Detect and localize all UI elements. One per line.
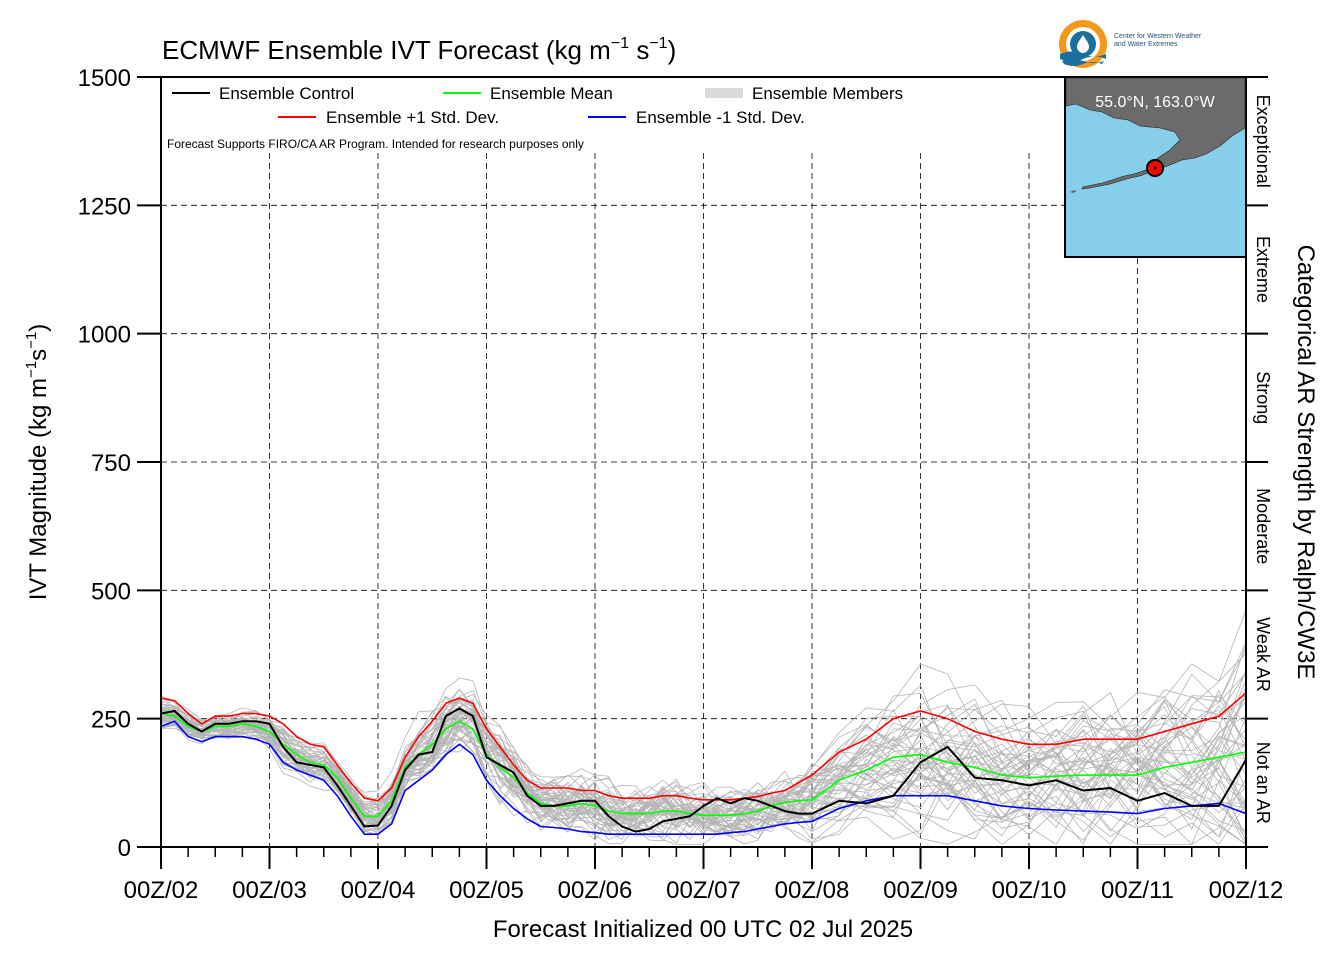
series-line-ensemble-1-std-dev xyxy=(161,692,1246,802)
x-tick-label: 00Z/02 xyxy=(124,877,199,904)
x-tick-label: 00Z/07 xyxy=(666,877,741,904)
category-label: Not an AR xyxy=(1253,742,1273,824)
ensemble-member-line xyxy=(161,698,1246,845)
cw3e-logo-text: Center for Western Weather and Water Ext… xyxy=(1114,33,1201,49)
x-tick-label: 00Z/06 xyxy=(558,877,633,904)
ensemble-member-line xyxy=(161,685,1246,844)
x-tick-label: 00Z/09 xyxy=(883,877,958,904)
cw3e-logo-icon xyxy=(1059,20,1107,68)
chart-title: ECMWF Ensemble IVT Forecast (kg m−1 s−1) xyxy=(162,35,676,65)
legend-label-members: Ensemble Members xyxy=(752,84,903,103)
category-axis: Not an AR Weak AR Moderate Strong Extreme Exc… xyxy=(1245,76,1273,848)
title-mid: s xyxy=(629,35,649,65)
ylabel-sup2: −1 xyxy=(23,332,40,349)
y-tick-label: 1500 xyxy=(78,65,131,92)
ensemble-member-line xyxy=(161,693,1246,837)
x-tick-label: 00Z/03 xyxy=(232,877,307,904)
y-tick-label: 1250 xyxy=(78,193,131,220)
legend-label-control: Ensemble Control xyxy=(219,84,354,103)
ylabel-end: ) xyxy=(25,324,52,332)
series-line-ensemble-mean xyxy=(161,712,1246,818)
ylabel-sup1: −1 xyxy=(23,361,40,378)
ylabel-main: IVT Magnitude (kg m xyxy=(25,378,52,600)
x-axis: 00Z/02 00Z/03 00Z/04 00Z/05 00Z/06 00Z/07 00Z/… xyxy=(124,847,1284,904)
title-main: ECMWF Ensemble IVT Forecast (kg m xyxy=(162,35,611,65)
logo-line-1: Center for Western Weather xyxy=(1114,33,1202,40)
category-label: Weak AR xyxy=(1253,617,1273,692)
x-tick-label: 00Z/11 xyxy=(1101,877,1174,904)
category-label: Exceptional xyxy=(1253,95,1273,188)
ylabel-mid: s xyxy=(25,349,52,361)
location-marker-dot xyxy=(1153,166,1157,170)
title-sup1: −1 xyxy=(611,35,629,52)
research-note: Forecast Supports FIRO/CA AR Program. In… xyxy=(167,137,584,151)
inset-land-alaska xyxy=(1065,77,1246,171)
category-label: Strong xyxy=(1253,371,1273,424)
y-tick-label: 500 xyxy=(91,578,131,605)
ensemble-member-line xyxy=(161,700,1246,828)
logo-line-2: and Water Extremes xyxy=(1114,41,1178,48)
y-tick-label: 0 xyxy=(118,835,131,862)
x-tick-label: 00Z/04 xyxy=(341,877,416,904)
legend-label-plus-std: Ensemble +1 Std. Dev. xyxy=(326,108,499,127)
x-tick-label: 00Z/12 xyxy=(1209,877,1284,904)
legend: Ensemble Control Ensemble Mean Ensemble … xyxy=(167,84,903,151)
x-tick-label: 00Z/08 xyxy=(775,877,850,904)
category-label: Moderate xyxy=(1253,488,1273,564)
legend-swatch-members xyxy=(705,88,743,98)
x-tick-label: 00Z/10 xyxy=(992,877,1067,904)
y-tick-label: 1000 xyxy=(78,322,131,349)
y-axis: 0 250 500 750 1000 1250 1500 xyxy=(78,65,161,862)
ensemble-series xyxy=(161,692,1246,836)
ensemble-member-line xyxy=(161,669,1246,832)
legend-label-minus-std: Ensemble -1 Std. Dev. xyxy=(636,108,805,127)
category-label: Extreme xyxy=(1253,236,1273,303)
y-tick-label: 750 xyxy=(91,450,131,477)
series-line-ensemble-1-std-dev xyxy=(161,720,1246,836)
inset-land-islands xyxy=(1081,169,1151,190)
grid-lines xyxy=(161,153,1246,847)
y-tick-label: 250 xyxy=(91,707,131,734)
title-end: ) xyxy=(668,35,677,65)
y-axis-label: IVT Magnitude (kg m−1s−1) xyxy=(23,324,52,601)
x-axis-label: Forecast Initialized 00 UTC 02 Jul 2025 xyxy=(493,916,913,943)
right-axis-label: Categorical AR Strength by Ralph/CW3E xyxy=(1292,245,1319,680)
inset-map-label: 55.0°N, 163.0°W xyxy=(1095,94,1215,111)
inset-map: 55.0°N, 163.0°W xyxy=(1064,76,1247,258)
title-sup2: −1 xyxy=(649,35,667,52)
inset-land-island-west xyxy=(1070,190,1077,193)
series-line-ensemble-control xyxy=(161,707,1246,833)
x-tick-label: 00Z/05 xyxy=(449,877,524,904)
ensemble-member-line xyxy=(161,709,1246,845)
legend-label-mean: Ensemble Mean xyxy=(490,84,613,103)
ensemble-member-line xyxy=(161,648,1246,830)
cw3e-logo: Center for Western Weather and Water Ext… xyxy=(1058,18,1248,70)
